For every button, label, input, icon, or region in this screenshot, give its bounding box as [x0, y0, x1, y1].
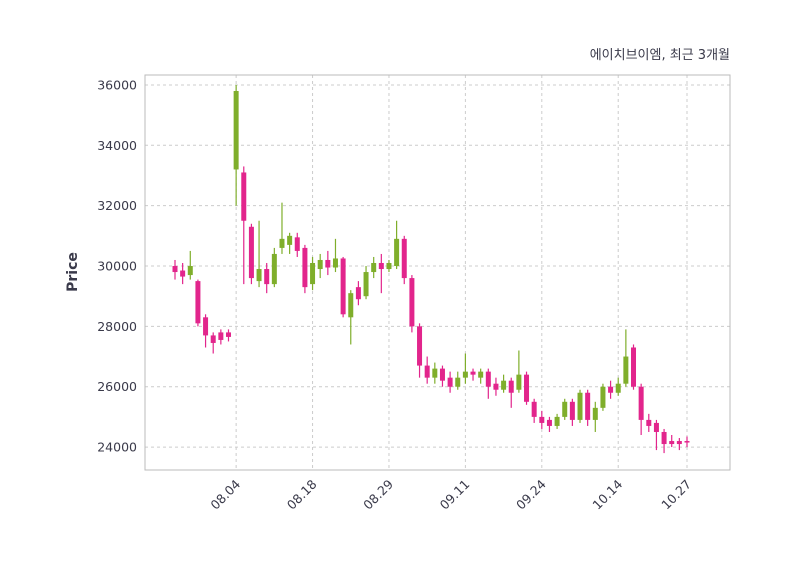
y-tick-label: 28000	[97, 319, 137, 334]
candle-body	[279, 238, 285, 248]
candle-body	[233, 90, 239, 170]
candle-body	[195, 281, 201, 324]
candle-body	[608, 386, 614, 393]
y-tick-label: 26000	[97, 379, 137, 394]
candle-body	[623, 356, 629, 384]
candle-body	[501, 380, 507, 390]
candle-body	[493, 383, 499, 390]
candle-body	[539, 416, 545, 423]
candle-body	[577, 392, 583, 420]
candle-body	[348, 293, 354, 318]
x-tick-label: 08.04	[207, 476, 243, 512]
candle-body	[332, 258, 338, 268]
candle-body	[378, 262, 384, 270]
candle-body	[424, 365, 430, 378]
candle-body	[439, 368, 445, 381]
candle-body	[638, 386, 644, 420]
candle-body	[409, 278, 415, 327]
candle-body	[210, 335, 216, 343]
candle-body	[294, 237, 300, 251]
x-tick-label: 08.18	[284, 476, 320, 512]
candle-body	[363, 272, 369, 297]
candle-body	[187, 266, 193, 276]
candle-body	[225, 332, 231, 337]
x-tick-label: 10.14	[589, 476, 625, 512]
candle-body	[394, 238, 400, 267]
candle-body	[317, 259, 323, 270]
candle-body	[531, 401, 537, 417]
candle-body	[554, 416, 560, 426]
candle-body	[592, 407, 598, 420]
candle-body	[340, 258, 346, 315]
candle-body	[653, 422, 659, 432]
y-tick-label: 32000	[97, 198, 137, 213]
candle-body	[631, 347, 637, 387]
candle-body	[669, 441, 675, 445]
candle-body	[478, 371, 484, 378]
candle-body	[684, 441, 690, 443]
chart-title: 에이치브이엠, 최근 3개월	[589, 48, 730, 63]
candle-body	[264, 269, 270, 285]
candle-body	[585, 392, 591, 420]
plot-border	[144, 74, 731, 471]
candle-body	[455, 377, 461, 387]
x-tick-label: 09.24	[513, 476, 549, 512]
candle-body	[447, 377, 453, 387]
y-axis-label: Price	[65, 252, 81, 292]
candle-body	[600, 386, 606, 408]
candle-body	[218, 332, 224, 340]
y-tick-label: 24000	[97, 440, 137, 455]
candle-body	[371, 262, 377, 273]
candle-body	[325, 259, 331, 268]
candle-body	[508, 380, 514, 393]
x-tick-label: 08.29	[360, 476, 396, 512]
candle-body	[524, 374, 530, 402]
candle-body	[470, 371, 476, 375]
candle-body	[546, 419, 552, 426]
candle-body	[310, 262, 316, 285]
y-tick-label: 30000	[97, 259, 137, 274]
candle-body	[661, 431, 667, 445]
candle-body	[462, 371, 468, 378]
candle-body	[569, 401, 575, 420]
candle-body	[646, 419, 652, 426]
candle-body	[241, 172, 247, 221]
candle-body	[417, 326, 423, 366]
candle-body	[401, 238, 407, 279]
candle-body	[180, 270, 186, 277]
candle-body	[355, 287, 361, 300]
candle-body	[172, 266, 178, 273]
candle-body	[386, 262, 392, 270]
candle-body	[287, 235, 293, 245]
x-tick-label: 10.27	[658, 477, 694, 513]
candle-body	[562, 401, 568, 417]
candle-body	[615, 383, 621, 393]
y-tick-label: 36000	[97, 77, 137, 92]
x-tick-label: 09.11	[437, 477, 473, 513]
candle-body	[256, 269, 262, 282]
candle-body	[516, 374, 522, 390]
y-tick-label: 34000	[97, 138, 137, 153]
candle-body	[271, 253, 277, 285]
candle-body	[248, 226, 254, 279]
candle-body	[302, 247, 308, 288]
candle-body	[432, 368, 438, 378]
candle-body	[485, 371, 491, 387]
candle-body	[676, 441, 682, 445]
candle-body	[203, 317, 209, 336]
